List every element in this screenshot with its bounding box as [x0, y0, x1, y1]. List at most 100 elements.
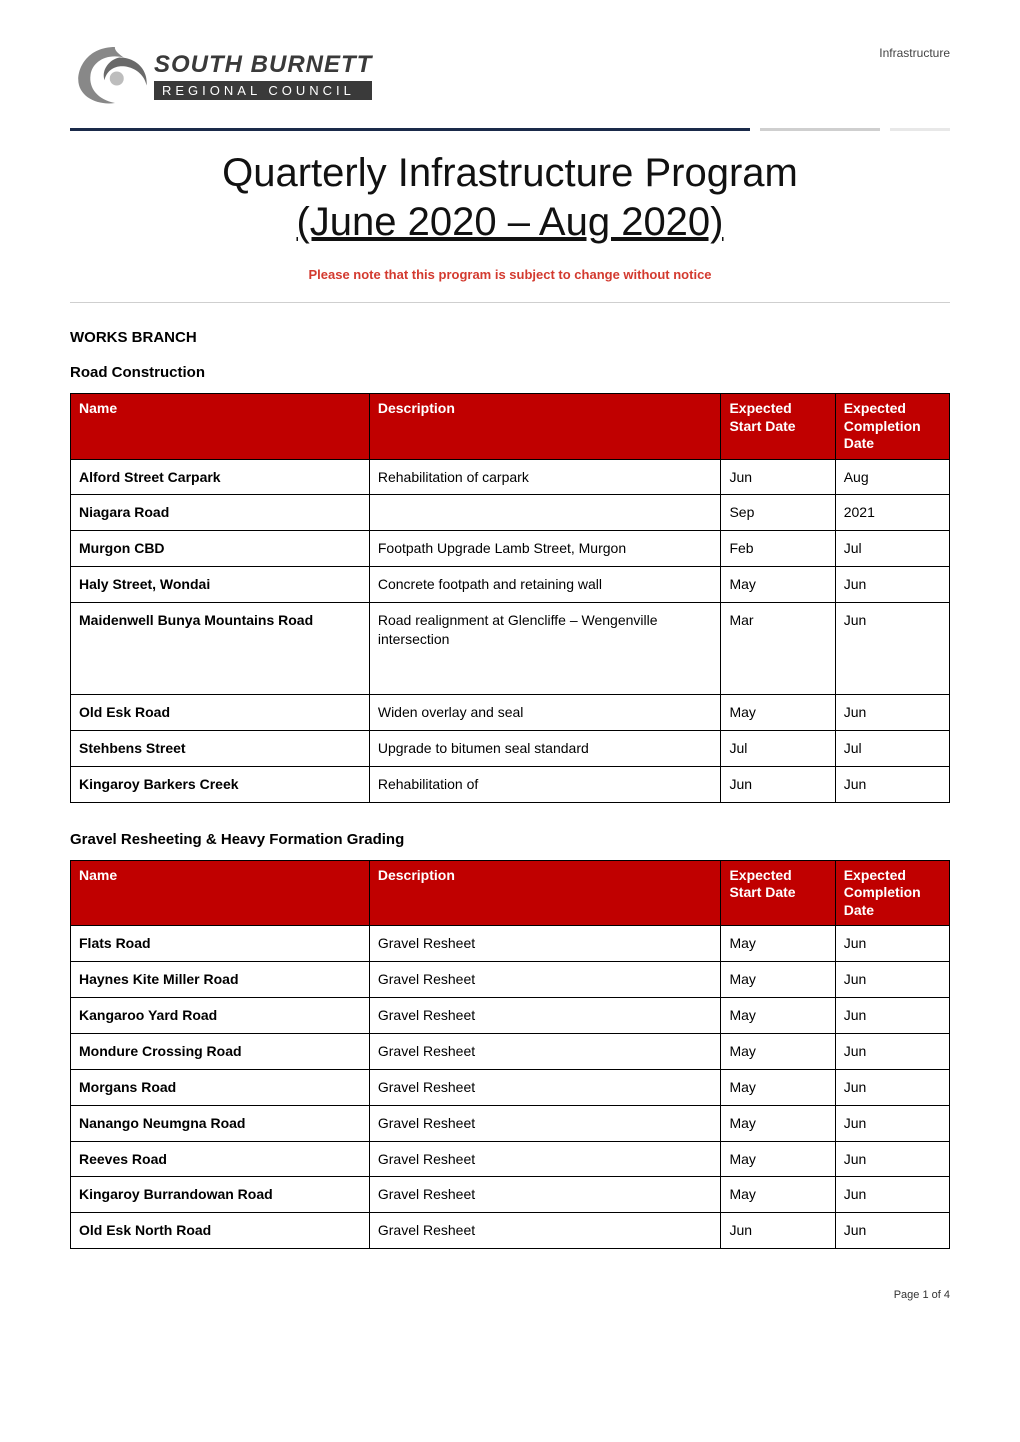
table-row: Stehbens StreetUpgrade to bitumen seal s… [71, 730, 950, 766]
cell-completion: Jun [835, 962, 949, 998]
table-row: Kangaroo Yard RoadGravel ResheetMayJun [71, 998, 950, 1034]
col-completion: Expected Completion Date [835, 394, 949, 460]
cell-name: Reeves Road [71, 1141, 370, 1177]
cell-description: Gravel Resheet [369, 1069, 721, 1105]
logo: SOUTH BURNETT REGIONAL COUNCIL [70, 40, 372, 110]
header-right-label: Infrastructure [879, 40, 950, 60]
table-row: Kingaroy Burrandowan RoadGravel ResheetM… [71, 1177, 950, 1213]
table-row: Nanango Neumgna RoadGravel ResheetMayJun [71, 1105, 950, 1141]
section-gravel: Gravel Resheeting & Heavy Formation Grad… [70, 831, 950, 848]
table-header-row: Name Description Expected Start Date Exp… [71, 860, 950, 926]
col-name: Name [71, 860, 370, 926]
cell-description: Gravel Resheet [369, 1105, 721, 1141]
cell-completion: Aug [835, 459, 949, 495]
cell-start: Jun [721, 459, 835, 495]
cell-description: Gravel Resheet [369, 926, 721, 962]
table-row: Murgon CBDFootpath Upgrade Lamb Street, … [71, 531, 950, 567]
cell-name: Kangaroo Yard Road [71, 998, 370, 1034]
cell-start: May [721, 1177, 835, 1213]
rule-gray1 [760, 128, 880, 131]
col-description: Description [369, 394, 721, 460]
cell-start: May [721, 1141, 835, 1177]
cell-description: Road realignment at Glencliffe – Wengenv… [369, 603, 721, 695]
cell-start: Sep [721, 495, 835, 531]
table-row: Maidenwell Bunya Mountains RoadRoad real… [71, 603, 950, 695]
col-start: Expected Start Date [721, 394, 835, 460]
cell-description: Gravel Resheet [369, 998, 721, 1034]
logo-text: SOUTH BURNETT REGIONAL COUNCIL [154, 51, 372, 100]
cell-completion: Jun [835, 1177, 949, 1213]
cell-completion: Jun [835, 1213, 949, 1249]
cell-start: Feb [721, 531, 835, 567]
cell-description: Rehabilitation of [369, 766, 721, 802]
cell-start: May [721, 998, 835, 1034]
cell-description: Rehabilitation of carpark [369, 459, 721, 495]
cell-completion: Jun [835, 1141, 949, 1177]
cell-name: Old Esk Road [71, 695, 370, 731]
cell-name: Old Esk North Road [71, 1213, 370, 1249]
cell-name: Mondure Crossing Road [71, 1033, 370, 1069]
cell-completion: Jun [835, 926, 949, 962]
table-row: Mondure Crossing RoadGravel ResheetMayJu… [71, 1033, 950, 1069]
cell-name: Nanango Neumgna Road [71, 1105, 370, 1141]
cell-completion: Jun [835, 1105, 949, 1141]
cell-description: Footpath Upgrade Lamb Street, Murgon [369, 531, 721, 567]
cell-completion: Jun [835, 567, 949, 603]
cell-completion: Jun [835, 766, 949, 802]
table-row: Morgans RoadGravel ResheetMayJun [71, 1069, 950, 1105]
logo-swirl-icon [70, 40, 160, 110]
cell-name: Niagara Road [71, 495, 370, 531]
col-description: Description [369, 860, 721, 926]
cell-name: Kingaroy Barkers Creek [71, 766, 370, 802]
header-rule [70, 128, 950, 131]
table-row: Alford Street CarparkRehabilitation of c… [71, 459, 950, 495]
header: SOUTH BURNETT REGIONAL COUNCIL Infrastru… [70, 40, 950, 110]
cell-description: Upgrade to bitumen seal standard [369, 730, 721, 766]
page-title: Quarterly Infrastructure Program [70, 151, 950, 196]
table-header-row: Name Description Expected Start Date Exp… [71, 394, 950, 460]
cell-completion: Jul [835, 531, 949, 567]
cell-start: May [721, 1033, 835, 1069]
page-footer: Page 1 of 4 [70, 1289, 950, 1301]
cell-name: Morgans Road [71, 1069, 370, 1105]
cell-name: Haynes Kite Miller Road [71, 962, 370, 998]
col-completion: Expected Completion Date [835, 860, 949, 926]
table-row: Haly Street, WondaiConcrete footpath and… [71, 567, 950, 603]
table-row: Kingaroy Barkers CreekRehabilitation ofJ… [71, 766, 950, 802]
cell-description: Gravel Resheet [369, 962, 721, 998]
cell-start: May [721, 926, 835, 962]
cell-completion: Jun [835, 1069, 949, 1105]
cell-completion: Jun [835, 695, 949, 731]
cell-name: Kingaroy Burrandowan Road [71, 1177, 370, 1213]
divider [70, 302, 950, 303]
cell-description: Concrete footpath and retaining wall [369, 567, 721, 603]
table-row: Old Esk RoadWiden overlay and sealMayJun [71, 695, 950, 731]
col-start: Expected Start Date [721, 860, 835, 926]
cell-description [369, 495, 721, 531]
cell-start: Jun [721, 1213, 835, 1249]
col-name: Name [71, 394, 370, 460]
cell-name: Flats Road [71, 926, 370, 962]
table-row: Old Esk North RoadGravel ResheetJunJun [71, 1213, 950, 1249]
cell-start: Jul [721, 730, 835, 766]
cell-description: Gravel Resheet [369, 1213, 721, 1249]
cell-description: Gravel Resheet [369, 1141, 721, 1177]
cell-description: Widen overlay and seal [369, 695, 721, 731]
cell-start: May [721, 1105, 835, 1141]
table-row: Niagara Road Sep2021 [71, 495, 950, 531]
notice-text: Please note that this program is subject… [70, 267, 950, 282]
cell-description: Gravel Resheet [369, 1177, 721, 1213]
cell-start: May [721, 695, 835, 731]
cell-completion: 2021 [835, 495, 949, 531]
section-works-branch: WORKS BRANCH [70, 329, 950, 346]
table-row: Flats RoadGravel ResheetMayJun [71, 926, 950, 962]
gravel-table: Name Description Expected Start Date Exp… [70, 860, 950, 1250]
rule-navy [70, 128, 750, 131]
cell-name: Maidenwell Bunya Mountains Road [71, 603, 370, 695]
cell-start: Jun [721, 766, 835, 802]
cell-name: Stehbens Street [71, 730, 370, 766]
page-subtitle: (June 2020 – Aug 2020) [70, 200, 950, 245]
cell-name: Murgon CBD [71, 531, 370, 567]
cell-completion: Jul [835, 730, 949, 766]
logo-line2: REGIONAL COUNCIL [154, 81, 372, 100]
